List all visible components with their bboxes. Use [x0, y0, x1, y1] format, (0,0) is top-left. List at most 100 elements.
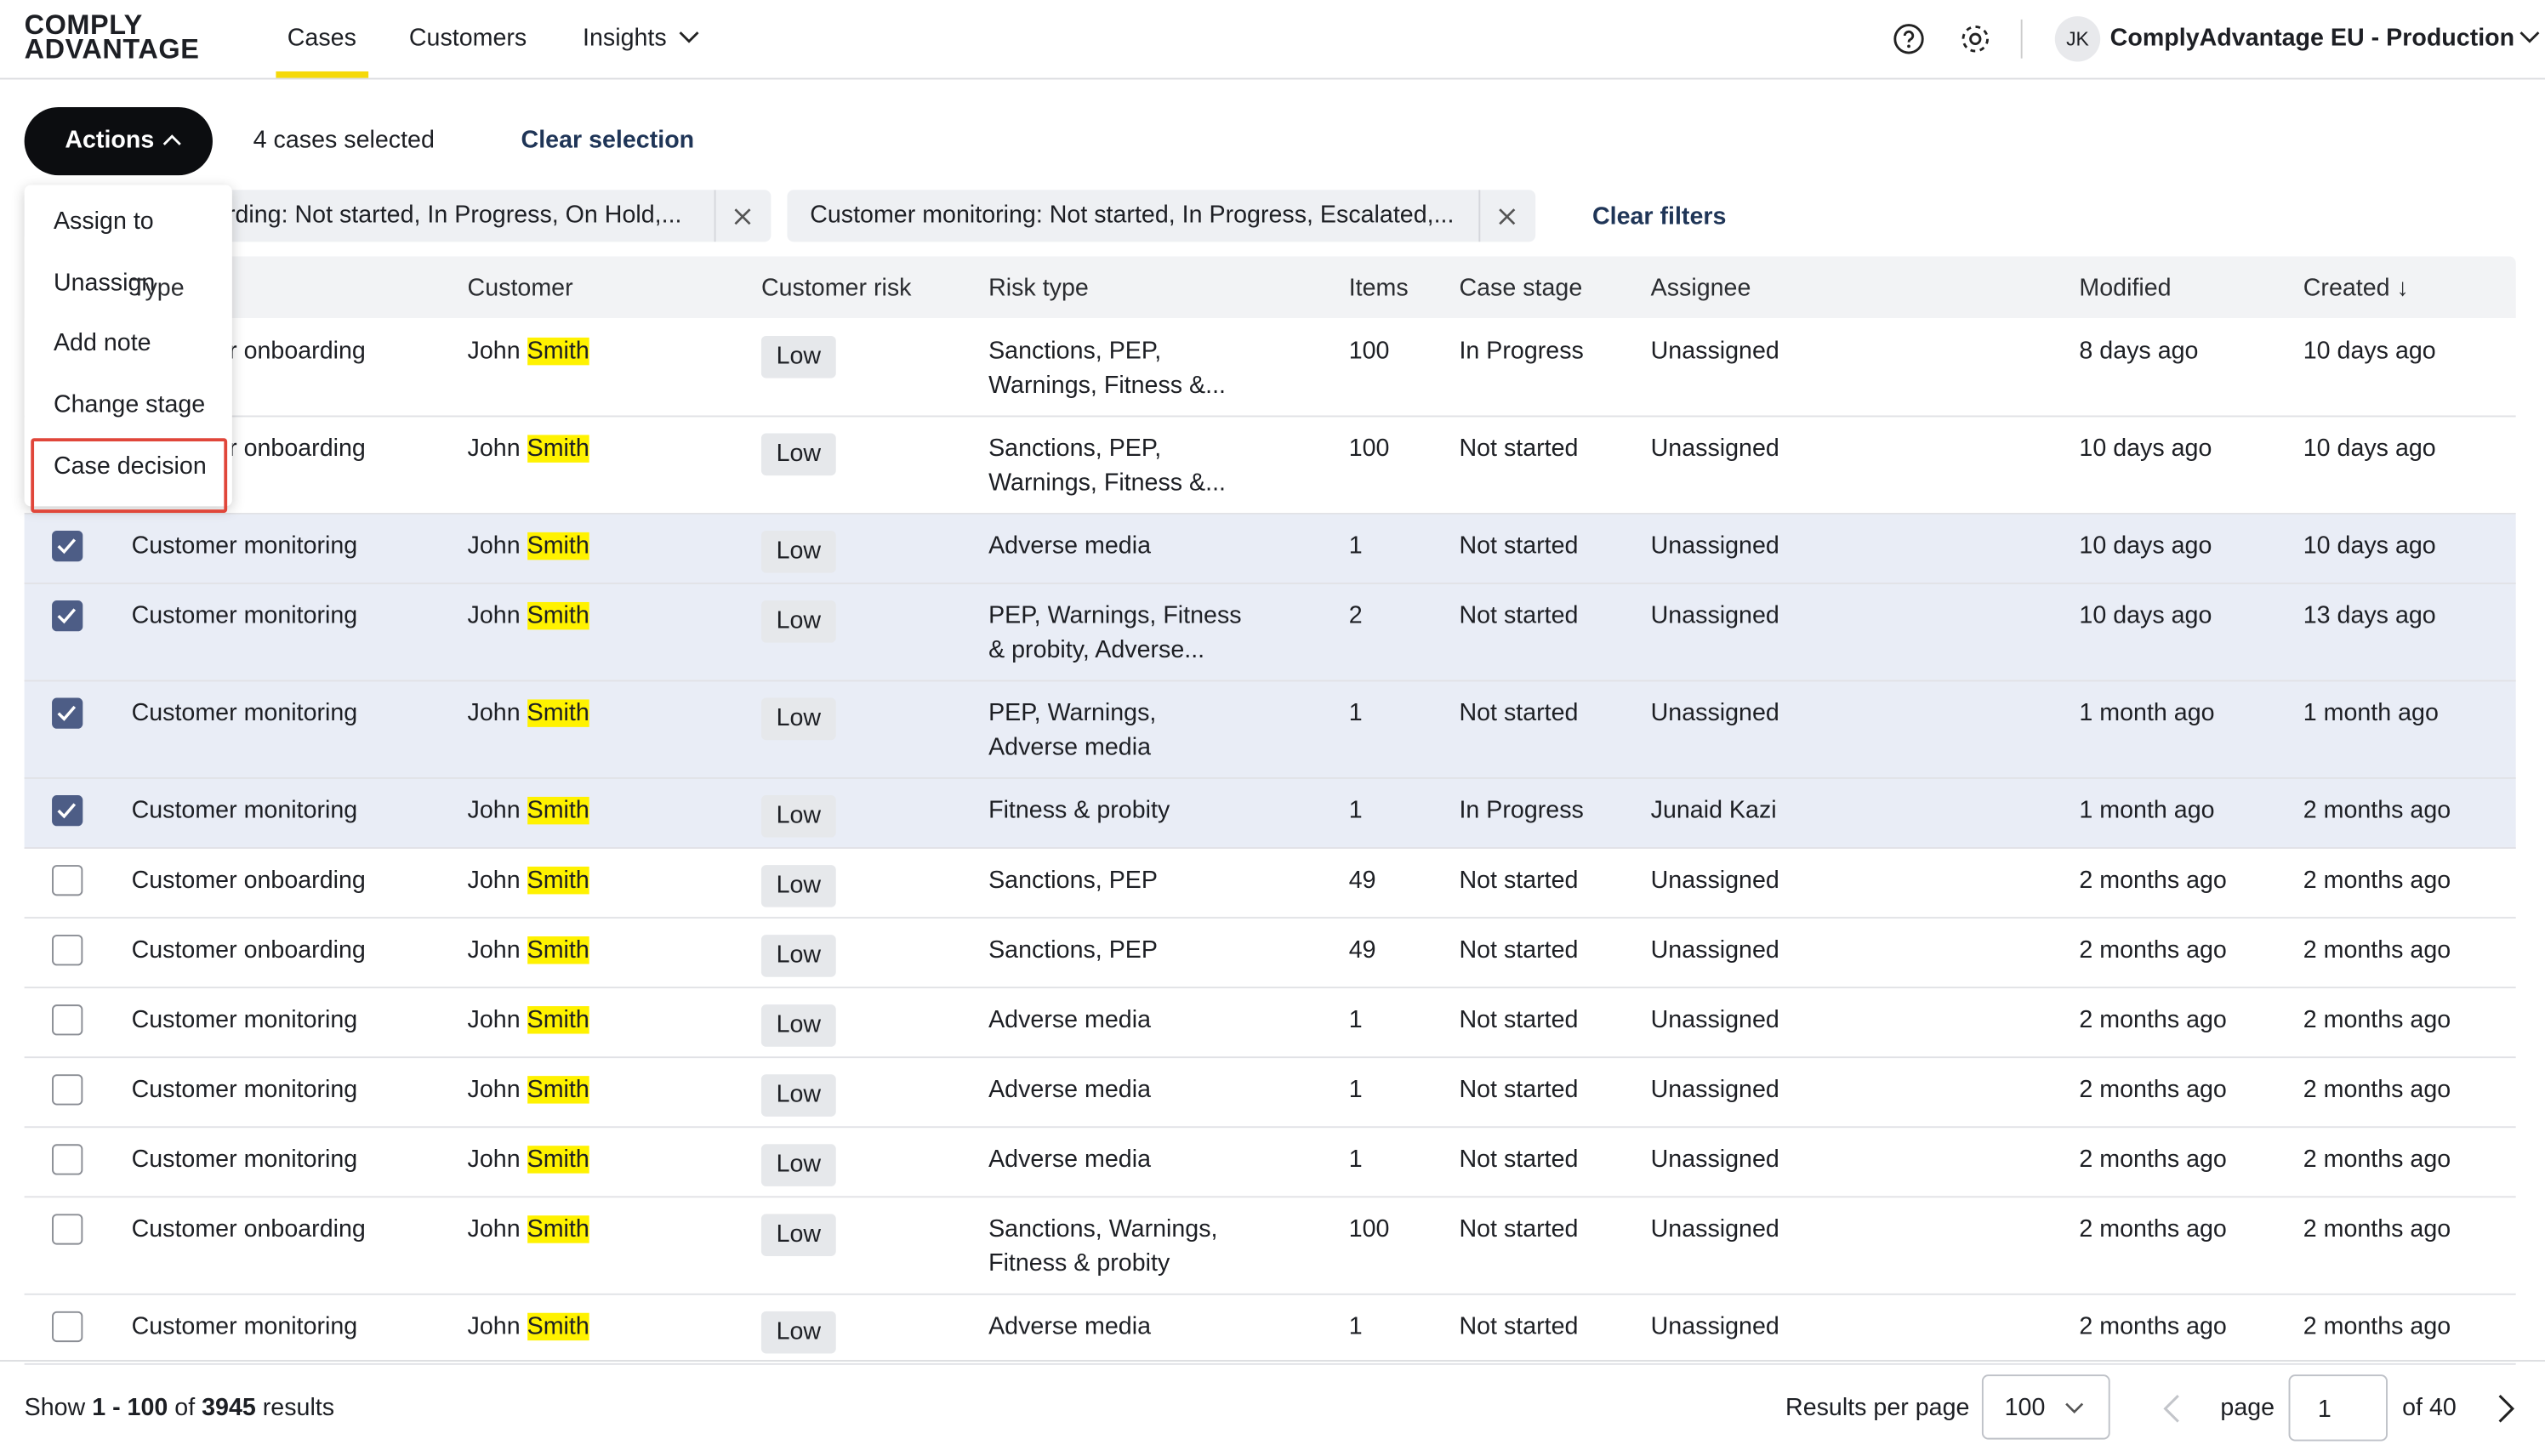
- table-row[interactable]: Customer monitoringJohn SmithLowAdverse …: [25, 515, 2516, 584]
- clear-selection[interactable]: Clear selection: [521, 127, 695, 154]
- risk-type: Sanctions, Warnings,Fitness & probity: [988, 1212, 1217, 1280]
- checkbox[interactable]: [52, 1004, 83, 1035]
- customer[interactable]: John Smith: [468, 1072, 589, 1106]
- customer[interactable]: John Smith: [468, 1212, 589, 1246]
- assignee: Unassigned: [1651, 1072, 1779, 1106]
- nav-tab[interactable]: Insights: [583, 25, 667, 52]
- per-page-select[interactable]: 100: [1982, 1374, 2110, 1439]
- table-row[interactable]: Customer monitoringJohn SmithLowPEP, War…: [25, 681, 2516, 778]
- table-row[interactable]: Customer monitoringJohn SmithLowAdverse …: [25, 1295, 2516, 1365]
- column-header[interactable]: Customer risk: [761, 274, 912, 301]
- nav-tab[interactable]: Customers: [409, 25, 527, 52]
- risk-type: Sanctions, PEP,Warnings, Fitness &...: [988, 432, 1226, 500]
- customer[interactable]: John Smith: [468, 1310, 589, 1344]
- checkbox[interactable]: [52, 935, 83, 965]
- items: 100: [1349, 432, 1390, 466]
- active-tab-indicator: [276, 71, 368, 78]
- column-header[interactable]: Assignee: [1651, 274, 1751, 301]
- table-row[interactable]: Customer onboardingJohn SmithLowSanction…: [25, 417, 2516, 514]
- customer-first-name: John: [468, 602, 521, 629]
- checkbox[interactable]: [52, 795, 83, 826]
- customer[interactable]: John Smith: [468, 432, 589, 466]
- text: Show: [25, 1394, 86, 1421]
- settings-icon[interactable]: [1959, 23, 1991, 55]
- checkbox[interactable]: [52, 600, 83, 631]
- search-highlight: Smith: [527, 867, 589, 894]
- checkbox[interactable]: [52, 1074, 83, 1105]
- table-row[interactable]: Customer monitoringJohn SmithLowPEP, War…: [25, 584, 2516, 681]
- menu-item[interactable]: Add note: [54, 330, 151, 357]
- checkbox[interactable]: [52, 1144, 83, 1174]
- prev-page[interactable]: [2162, 1392, 2182, 1425]
- customer[interactable]: John Smith: [468, 1003, 589, 1037]
- risk-type-line: Warnings, Fitness &...: [988, 368, 1226, 402]
- column-header[interactable]: Items: [1349, 274, 1409, 301]
- menu-item[interactable]: Change stage: [54, 391, 205, 418]
- created: 2 months ago: [2303, 1142, 2451, 1176]
- per-page-label: Results per page: [1785, 1394, 1969, 1421]
- help-icon[interactable]: [1893, 23, 1925, 55]
- avatar[interactable]: JK: [2055, 16, 2100, 61]
- close-icon[interactable]: [734, 208, 752, 225]
- table-row[interactable]: Customer monitoringJohn SmithLowAdverse …: [25, 988, 2516, 1058]
- column-header[interactable]: Risk type: [988, 274, 1089, 301]
- customer[interactable]: John Smith: [468, 529, 589, 563]
- customer[interactable]: John Smith: [468, 863, 589, 897]
- account-name[interactable]: ComplyAdvantage EU - Production: [2110, 25, 2514, 52]
- column-header[interactable]: Type: [132, 274, 185, 301]
- customer[interactable]: John Smith: [468, 1142, 589, 1176]
- case-stage: Not started: [1459, 1142, 1578, 1176]
- case-type: Customer onboarding: [132, 863, 366, 897]
- checkbox[interactable]: [52, 1311, 83, 1342]
- modified: 1 month ago: [2079, 793, 2214, 828]
- customer[interactable]: John Smith: [468, 599, 589, 633]
- checkbox[interactable]: [52, 865, 83, 896]
- modified: 10 days ago: [2079, 599, 2212, 633]
- assignee: Unassigned: [1651, 1212, 1779, 1246]
- filter-chip[interactable]: Customer monitoring: Not started, In Pro…: [787, 190, 1535, 242]
- risk-type: Adverse media: [988, 529, 1151, 563]
- column-header[interactable]: Modified: [2079, 274, 2171, 301]
- table-row[interactable]: Customer onboardingJohn SmithLowSanction…: [25, 919, 2516, 988]
- risk-type: Adverse media: [988, 1003, 1151, 1037]
- clear-filters[interactable]: Clear filters: [1592, 203, 1727, 230]
- search-highlight: Smith: [527, 797, 589, 824]
- table-row[interactable]: Customer onboardingJohn SmithLowSanction…: [25, 320, 2516, 417]
- search-highlight: Smith: [527, 532, 589, 560]
- checkbox[interactable]: [52, 1214, 83, 1244]
- customer[interactable]: John Smith: [468, 793, 589, 828]
- table-row[interactable]: Customer monitoringJohn SmithLowFitness …: [25, 779, 2516, 849]
- column-header[interactable]: Created ↓: [2303, 274, 2409, 301]
- modified: 1 month ago: [2079, 697, 2214, 731]
- search-highlight: Smith: [527, 338, 589, 365]
- actions-button[interactable]: Actions: [25, 107, 213, 175]
- checkbox[interactable]: [52, 531, 83, 561]
- customer[interactable]: John Smith: [468, 697, 589, 731]
- page-count: of 40: [2402, 1394, 2457, 1421]
- column-header[interactable]: Case stage: [1459, 274, 1582, 301]
- risk-type: Sanctions, PEP: [988, 863, 1158, 897]
- created: 2 months ago: [2303, 933, 2451, 967]
- customer[interactable]: John Smith: [468, 933, 589, 967]
- risk-type-line: Sanctions, PEP: [988, 863, 1158, 897]
- table-row[interactable]: Customer monitoringJohn SmithLowAdverse …: [25, 1058, 2516, 1128]
- page-input[interactable]: 1: [2289, 1374, 2388, 1441]
- next-page[interactable]: [2497, 1392, 2516, 1425]
- close-icon[interactable]: [1498, 208, 1516, 225]
- menu-item[interactable]: Assign to: [54, 208, 154, 235]
- nav-tab[interactable]: Cases: [288, 25, 356, 52]
- logo[interactable]: COMPLYADVANTAGE: [25, 13, 200, 61]
- risk-badge: Low: [761, 698, 836, 741]
- table-row[interactable]: Customer onboardingJohn SmithLowSanction…: [25, 849, 2516, 919]
- customer-first-name: John: [468, 699, 521, 726]
- chevron-down: [2519, 29, 2541, 45]
- table-row[interactable]: Customer onboardingJohn SmithLowSanction…: [25, 1197, 2516, 1294]
- customer[interactable]: John Smith: [468, 334, 589, 368]
- risk-type-line: Adverse media: [988, 731, 1156, 765]
- column-header[interactable]: Customer: [468, 274, 573, 301]
- checkbox[interactable]: [52, 698, 83, 729]
- selection-count: 4 cases selected: [253, 127, 435, 154]
- table-row[interactable]: Customer monitoringJohn SmithLowAdverse …: [25, 1128, 2516, 1197]
- menu-item[interactable]: Case decision: [54, 452, 207, 480]
- risk-type: Adverse media: [988, 1142, 1151, 1176]
